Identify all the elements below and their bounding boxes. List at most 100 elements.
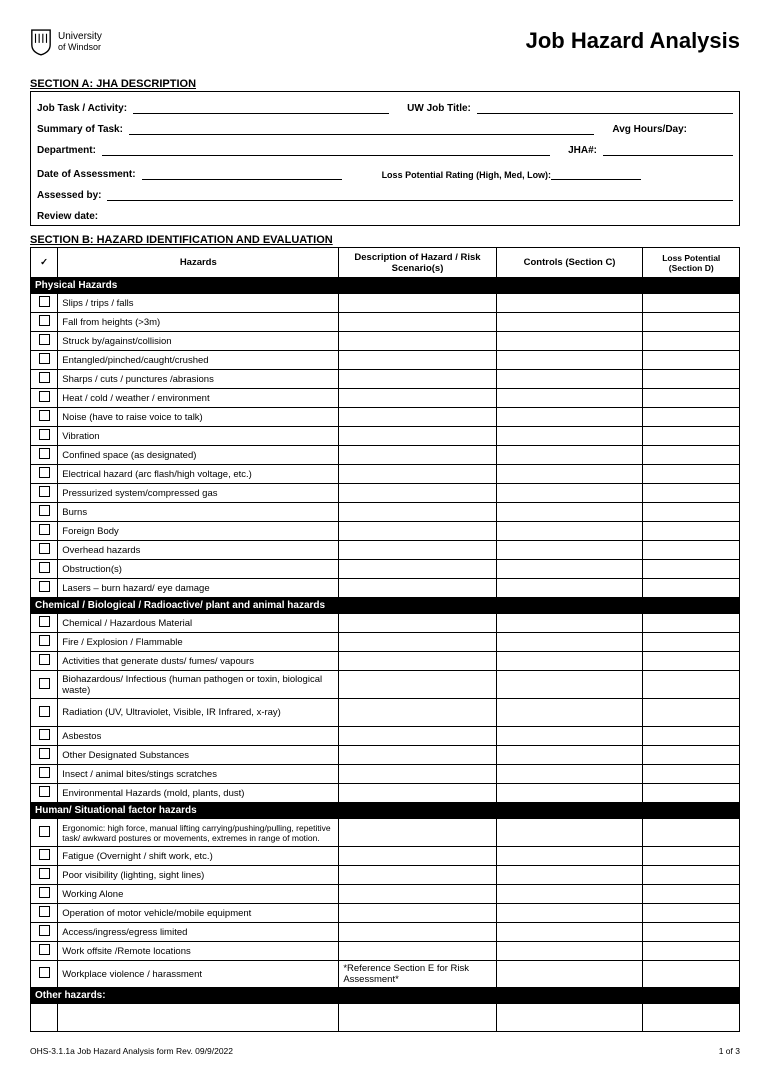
checkbox-cell[interactable] bbox=[31, 652, 58, 671]
controls-cell[interactable] bbox=[496, 389, 643, 408]
checkbox-cell[interactable] bbox=[31, 446, 58, 465]
checkbox-cell[interactable] bbox=[31, 370, 58, 389]
desc-cell[interactable] bbox=[339, 332, 496, 351]
desc-cell[interactable] bbox=[339, 784, 496, 803]
loss-cell[interactable] bbox=[643, 633, 740, 652]
controls-cell[interactable] bbox=[496, 923, 643, 942]
input-loss-rating[interactable] bbox=[551, 166, 641, 180]
desc-cell[interactable] bbox=[339, 579, 496, 598]
desc-cell[interactable] bbox=[339, 847, 496, 866]
desc-cell[interactable] bbox=[339, 819, 496, 847]
loss-cell[interactable] bbox=[643, 389, 740, 408]
desc-cell[interactable] bbox=[339, 522, 496, 541]
loss-cell[interactable] bbox=[643, 652, 740, 671]
controls-cell[interactable] bbox=[496, 465, 643, 484]
controls-cell[interactable] bbox=[496, 885, 643, 904]
desc-cell[interactable] bbox=[339, 560, 496, 579]
desc-cell[interactable] bbox=[339, 389, 496, 408]
controls-cell[interactable] bbox=[496, 746, 643, 765]
controls-cell[interactable] bbox=[496, 484, 643, 503]
controls-cell[interactable] bbox=[496, 784, 643, 803]
checkbox-cell[interactable] bbox=[31, 847, 58, 866]
loss-cell[interactable] bbox=[643, 614, 740, 633]
controls-cell[interactable] bbox=[496, 819, 643, 847]
input-summary[interactable] bbox=[129, 121, 594, 135]
desc-cell[interactable] bbox=[339, 408, 496, 427]
checkbox-cell[interactable] bbox=[31, 885, 58, 904]
controls-cell[interactable] bbox=[496, 961, 643, 988]
desc-cell[interactable] bbox=[339, 294, 496, 313]
controls-cell[interactable] bbox=[496, 671, 643, 699]
desc-cell[interactable] bbox=[339, 370, 496, 389]
checkbox-cell[interactable] bbox=[31, 699, 58, 727]
checkbox-cell[interactable] bbox=[31, 866, 58, 885]
desc-cell[interactable] bbox=[339, 313, 496, 332]
input-job-task[interactable] bbox=[133, 100, 389, 114]
desc-cell[interactable] bbox=[339, 671, 496, 699]
controls-cell[interactable] bbox=[496, 351, 643, 370]
loss-cell[interactable] bbox=[643, 579, 740, 598]
checkbox-cell[interactable] bbox=[31, 819, 58, 847]
desc-cell[interactable] bbox=[339, 465, 496, 484]
controls-cell[interactable] bbox=[496, 633, 643, 652]
checkbox-cell[interactable] bbox=[31, 746, 58, 765]
checkbox-cell[interactable] bbox=[31, 727, 58, 746]
loss-cell[interactable] bbox=[643, 370, 740, 389]
desc-cell[interactable] bbox=[339, 746, 496, 765]
checkbox-cell[interactable] bbox=[31, 313, 58, 332]
checkbox-cell[interactable] bbox=[31, 633, 58, 652]
loss-cell[interactable] bbox=[643, 503, 740, 522]
input-dept[interactable] bbox=[102, 142, 550, 156]
controls-cell[interactable] bbox=[496, 942, 643, 961]
other-cell[interactable] bbox=[643, 1004, 740, 1032]
controls-cell[interactable] bbox=[496, 294, 643, 313]
desc-cell[interactable] bbox=[339, 727, 496, 746]
loss-cell[interactable] bbox=[643, 699, 740, 727]
controls-cell[interactable] bbox=[496, 765, 643, 784]
loss-cell[interactable] bbox=[643, 446, 740, 465]
checkbox-cell[interactable] bbox=[31, 904, 58, 923]
controls-cell[interactable] bbox=[496, 370, 643, 389]
controls-cell[interactable] bbox=[496, 332, 643, 351]
controls-cell[interactable] bbox=[496, 503, 643, 522]
checkbox-cell[interactable] bbox=[31, 408, 58, 427]
checkbox-cell[interactable] bbox=[31, 765, 58, 784]
desc-cell[interactable] bbox=[339, 885, 496, 904]
controls-cell[interactable] bbox=[496, 847, 643, 866]
controls-cell[interactable] bbox=[496, 522, 643, 541]
loss-cell[interactable] bbox=[643, 784, 740, 803]
loss-cell[interactable] bbox=[643, 465, 740, 484]
desc-cell[interactable] bbox=[339, 942, 496, 961]
loss-cell[interactable] bbox=[643, 294, 740, 313]
desc-cell[interactable]: *Reference Section E for Risk Assessment… bbox=[339, 961, 496, 988]
loss-cell[interactable] bbox=[643, 885, 740, 904]
checkbox-cell[interactable] bbox=[31, 427, 58, 446]
loss-cell[interactable] bbox=[643, 847, 740, 866]
checkbox-cell[interactable] bbox=[31, 389, 58, 408]
loss-cell[interactable] bbox=[643, 484, 740, 503]
loss-cell[interactable] bbox=[643, 961, 740, 988]
loss-cell[interactable] bbox=[643, 746, 740, 765]
checkbox-cell[interactable] bbox=[31, 484, 58, 503]
other-cell[interactable] bbox=[339, 1004, 496, 1032]
desc-cell[interactable] bbox=[339, 866, 496, 885]
loss-cell[interactable] bbox=[643, 313, 740, 332]
loss-cell[interactable] bbox=[643, 942, 740, 961]
desc-cell[interactable] bbox=[339, 699, 496, 727]
checkbox-cell[interactable] bbox=[31, 614, 58, 633]
checkbox-cell[interactable] bbox=[31, 351, 58, 370]
desc-cell[interactable] bbox=[339, 633, 496, 652]
controls-cell[interactable] bbox=[496, 427, 643, 446]
controls-cell[interactable] bbox=[496, 313, 643, 332]
other-cell[interactable] bbox=[31, 1004, 58, 1032]
checkbox-cell[interactable] bbox=[31, 541, 58, 560]
checkbox-cell[interactable] bbox=[31, 784, 58, 803]
input-uw-title[interactable] bbox=[477, 100, 733, 114]
desc-cell[interactable] bbox=[339, 765, 496, 784]
loss-cell[interactable] bbox=[643, 765, 740, 784]
checkbox-cell[interactable] bbox=[31, 465, 58, 484]
input-jha-no[interactable] bbox=[603, 142, 733, 156]
controls-cell[interactable] bbox=[496, 866, 643, 885]
loss-cell[interactable] bbox=[643, 923, 740, 942]
checkbox-cell[interactable] bbox=[31, 332, 58, 351]
